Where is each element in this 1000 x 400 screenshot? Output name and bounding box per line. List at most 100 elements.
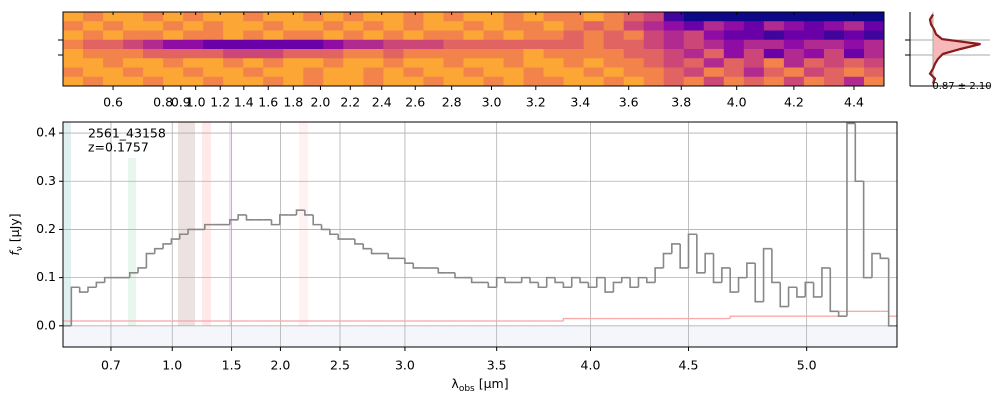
spectrum-step [545, 276, 556, 288]
spectrum-step [495, 276, 506, 288]
pixel [123, 39, 144, 50]
pixel [103, 58, 124, 68]
spectrum-step [821, 267, 831, 297]
pixel [683, 21, 705, 31]
pixel [143, 30, 164, 41]
plot-frame [62, 121, 898, 348]
pixel [783, 21, 805, 31]
pixel [323, 21, 344, 31]
spectrum-step [279, 214, 289, 225]
annotation: z=0.1757 [88, 140, 149, 155]
pixel [163, 12, 184, 22]
x-label-symbol: λ [451, 376, 459, 391]
pixel [243, 21, 264, 31]
spectrum-step [470, 277, 480, 284]
pixel [603, 21, 625, 31]
pixel [543, 76, 565, 87]
pixel [783, 67, 805, 78]
pixel [83, 30, 104, 41]
pixel [763, 58, 785, 68]
pixel [263, 21, 284, 31]
pixel [543, 49, 565, 59]
spectrum-step [137, 267, 147, 273]
pixel [623, 39, 645, 50]
pixel [763, 30, 785, 41]
spectrum-step [270, 219, 280, 226]
pixel [423, 21, 444, 31]
pixel [163, 30, 184, 41]
pixel [203, 67, 224, 78]
pixel [83, 49, 104, 59]
pixel [303, 30, 324, 41]
pixel [123, 76, 144, 87]
pixel [363, 49, 384, 59]
x-tick-label: 4.0 [581, 358, 601, 373]
x-tick-label: 2.8 [442, 95, 462, 110]
pixel [763, 49, 785, 59]
x-label-sub: obs [459, 384, 475, 394]
pixel [343, 30, 364, 41]
pixel [523, 58, 544, 68]
spectrum-step [70, 286, 80, 326]
pixel [323, 76, 344, 87]
pixel [663, 76, 685, 87]
pixel [183, 39, 204, 50]
pixel [863, 49, 885, 59]
pixel [723, 76, 745, 87]
pixel [63, 21, 84, 31]
spectrum-step [170, 238, 180, 244]
pixel [363, 30, 384, 41]
pixel [143, 21, 164, 31]
pixel [383, 49, 404, 59]
pixel [83, 39, 104, 50]
pixel [483, 58, 504, 68]
pixel [343, 58, 364, 68]
pixel [503, 49, 524, 59]
pixel [463, 67, 484, 78]
pixel [163, 76, 184, 87]
pixel [383, 67, 404, 78]
pixel [843, 12, 865, 22]
pixel [123, 49, 144, 59]
spectrum-step [595, 276, 606, 288]
x-tick-label: 5.0 [797, 358, 817, 373]
pixel [823, 67, 845, 78]
spectrum-step [329, 229, 339, 236]
spectrum-step [887, 258, 897, 327]
pixel [723, 67, 745, 78]
pixel [223, 76, 244, 87]
pixel [603, 67, 625, 78]
pixel [103, 49, 124, 59]
pixel [823, 58, 845, 68]
x-tick-label: 3.6 [619, 95, 639, 110]
pixel [703, 39, 725, 50]
pixel [723, 12, 745, 22]
spectrum-step [654, 267, 664, 283]
pixel [83, 67, 104, 78]
spectrum-step [78, 287, 89, 293]
pixel [403, 49, 424, 59]
spectrum-step [162, 243, 172, 249]
pixel [583, 30, 605, 41]
image-frame [62, 11, 885, 87]
pixel [543, 12, 565, 22]
spectrum-step [746, 262, 756, 278]
pixel [723, 39, 745, 50]
spectrum-step [829, 267, 839, 313]
spectrum-step [729, 267, 739, 293]
pixel [803, 30, 825, 41]
pixel [763, 76, 785, 87]
y-tick-label: 0.3 [36, 173, 56, 188]
spectrum-step [229, 219, 239, 225]
pixel [823, 76, 845, 87]
spectrum-step [203, 223, 214, 230]
pixel [603, 12, 625, 22]
spectrum-step [520, 276, 531, 283]
pixel [323, 12, 344, 22]
pixel [143, 49, 164, 59]
pixel [583, 39, 605, 50]
pixel [843, 76, 865, 87]
pixel [823, 12, 845, 22]
spectrum-step [454, 272, 464, 279]
spectrum-step [620, 276, 631, 283]
